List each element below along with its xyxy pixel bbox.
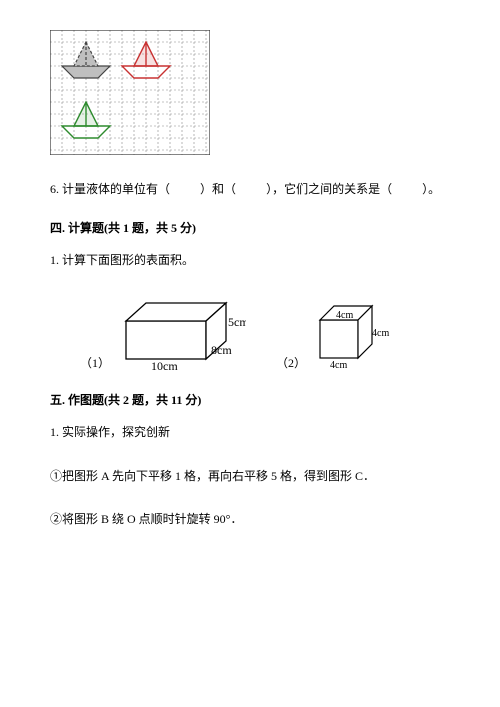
section5-title: 五. 作图题(共 2 题，共 11 分) <box>50 391 450 408</box>
q6-text-a: 6. 计量液体的单位有（ <box>50 182 170 196</box>
cube-svg: 4cm 4cm 4cm <box>312 296 392 371</box>
section5-sub1: ①把图形 A 先向下平移 1 格，再向右平移 5 格，得到图形 C． <box>50 466 450 488</box>
ship2 <box>122 42 170 78</box>
q6-blank-3 <box>395 182 419 196</box>
cube-c: 4cm <box>330 360 347 371</box>
cube-b: 4cm <box>372 328 389 339</box>
cuboid-figure: （1） 5cm 8cm 10cm <box>80 291 246 371</box>
cuboid-d: 8cm <box>211 343 232 357</box>
cuboid-h: 5cm <box>228 315 246 329</box>
q6-text-d: ）。 <box>422 182 440 196</box>
cube-figure: （2） 4cm 4cm 4cm <box>276 296 392 371</box>
cuboid-w: 10cm <box>151 359 178 371</box>
q6-text-b: ）和（ <box>200 182 236 196</box>
ship1 <box>62 42 110 78</box>
q6-text-c: ），它们之间的关系是（ <box>266 182 392 196</box>
section5-q1: 1. 实际操作，探究创新 <box>50 422 450 444</box>
ship3 <box>62 102 110 138</box>
q6-blank-2 <box>239 182 263 196</box>
question-6: 6. 计量液体的单位有（ ）和（ ），它们之间的关系是（ ）。 <box>50 179 450 201</box>
cuboid-svg: 5cm 8cm 10cm <box>116 291 246 371</box>
cube-a: 4cm <box>336 310 353 321</box>
grid-boats-figure <box>50 30 450 159</box>
grid-boats-svg <box>50 30 210 155</box>
calc-figures-row: （1） 5cm 8cm 10cm （2） 4cm 4cm 4cm <box>80 291 450 371</box>
section5-sub2: ②将图形 B 绕 O 点顺时针旋转 90°． <box>50 509 450 531</box>
fig1-label: （1） <box>80 354 110 371</box>
fig2-label: （2） <box>276 354 306 371</box>
section4-q1: 1. 计算下面图形的表面积。 <box>50 250 450 272</box>
section4-title: 四. 计算题(共 1 题，共 5 分) <box>50 219 450 236</box>
q6-blank-1 <box>173 182 197 196</box>
